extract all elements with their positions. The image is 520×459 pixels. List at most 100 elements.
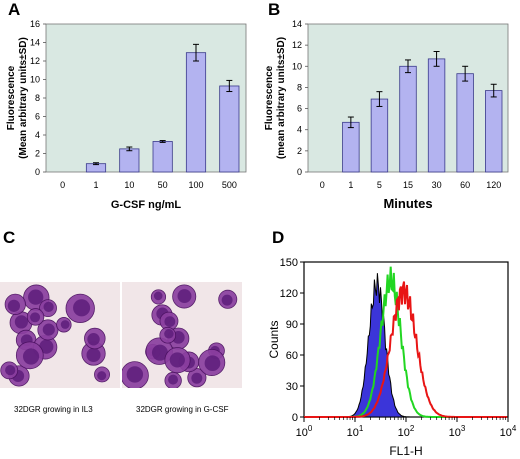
chart-b-ylabel: Fluorescence(mean arbitrary units±SD) bbox=[264, 37, 287, 159]
chart-a-ytick-label-8: 16 bbox=[30, 19, 40, 29]
chart-d-xtick-label-4: 104 bbox=[500, 424, 517, 439]
micrograph-gcsf-cell-15 bbox=[164, 347, 191, 374]
chart-a-ytick-label-6: 12 bbox=[30, 56, 40, 66]
chart-b-ytick-label-5: 10 bbox=[292, 61, 302, 71]
chart-a-bar-5 bbox=[219, 85, 240, 173]
chart-d-histogram-2 bbox=[304, 281, 507, 418]
chart-a-bar-2 bbox=[119, 148, 140, 173]
micrograph-gcsf-cell-7 bbox=[164, 371, 182, 388]
chart-d-ytick-label-3: 90 bbox=[286, 319, 298, 331]
chart-a-xtick-label-1: 1 bbox=[93, 180, 98, 190]
micrograph-caption-il3: 32DGR growing in IL3 bbox=[14, 405, 93, 414]
micrograph-il3-cell-12 bbox=[26, 308, 45, 326]
micrograph-gcsf-cell-0 bbox=[172, 284, 197, 309]
chart-b-xtick-label-2: 5 bbox=[377, 180, 382, 190]
micrograph-gcsf-cell-14 bbox=[159, 326, 177, 344]
chart-b-errorbar-3 bbox=[405, 59, 411, 74]
panel-letter-d: D bbox=[272, 228, 285, 247]
panel-letter-a: A bbox=[8, 0, 21, 19]
micrograph-caption-gcsf: 32DGR growing in G-CSF bbox=[136, 405, 229, 414]
chart-b-ytick-label-7: 14 bbox=[292, 19, 302, 29]
chart-a-bar-3 bbox=[152, 141, 173, 173]
chart-b-ytick-label-1: 2 bbox=[297, 146, 302, 156]
chart-a-ytick-label-0: 0 bbox=[35, 167, 40, 177]
micrograph-il3-cell-9 bbox=[39, 299, 57, 318]
micrograph-gcsf-cell-9 bbox=[218, 289, 238, 309]
chart-a-errorbar-2 bbox=[126, 146, 133, 152]
micrograph-il3-cell-10 bbox=[15, 341, 44, 370]
chart-b-xtick-label-3: 15 bbox=[403, 180, 413, 190]
micrograph-il3-cell-6 bbox=[4, 293, 26, 315]
chart-a-bar-4 bbox=[185, 52, 207, 173]
chart-a-plot-area bbox=[45, 23, 247, 173]
micrograph-il3-cell-0 bbox=[94, 366, 110, 383]
chart-a-ytick-label-7: 14 bbox=[30, 38, 40, 48]
chart-d-ytick-label-5: 150 bbox=[280, 257, 298, 269]
chart-b-bar-3 bbox=[399, 65, 417, 173]
chart-b-errorbar-5 bbox=[462, 65, 469, 82]
chart-a-ylabel-line-1: Fluorescence bbox=[6, 65, 17, 130]
chart-b-bar-5 bbox=[456, 73, 474, 173]
chart-b-xtick-label-1: 1 bbox=[348, 180, 353, 190]
micrograph-il3 bbox=[0, 282, 120, 388]
chart-a-ytick-label-3: 6 bbox=[35, 112, 40, 122]
chart-a-ytick-label-5: 10 bbox=[30, 75, 40, 85]
chart-d-ytick-label-1: 30 bbox=[286, 381, 298, 393]
micrograph-gcsf-cell-4 bbox=[122, 361, 149, 388]
panel-letter-c: C bbox=[3, 228, 16, 247]
chart-b-errorbar-6 bbox=[490, 83, 497, 98]
chart-a-xtick-label-2: 10 bbox=[124, 180, 134, 190]
chart-a-xtick-label-5: 500 bbox=[222, 180, 237, 190]
chart-b-ylabel-line-2: (mean arbitrary units±SD) bbox=[276, 37, 287, 159]
chart-d-xtick-label-2: 102 bbox=[398, 424, 415, 439]
chart-b-bar-2 bbox=[370, 98, 389, 173]
chart-a-xlabel: G-CSF ng/mL bbox=[111, 199, 182, 211]
chart-b-errorbar-1 bbox=[347, 116, 354, 129]
panel-letter-b: B bbox=[268, 0, 281, 19]
chart-a-errorbar-5 bbox=[226, 79, 233, 93]
chart-b-errorbar-4 bbox=[433, 50, 440, 67]
chart-b-bar-6 bbox=[485, 90, 503, 173]
chart-d-xtick-label-0: 100 bbox=[296, 424, 313, 439]
chart-a-xtick-label-4: 100 bbox=[188, 180, 203, 190]
micrograph-gcsf-cell-12 bbox=[198, 348, 226, 376]
chart-a-ytick-label-2: 4 bbox=[35, 130, 40, 140]
chart-b-xtick-label-0: 0 bbox=[320, 180, 325, 190]
chart-a-ytick-label-4: 8 bbox=[35, 93, 40, 103]
chart-d-xtick-label-1: 101 bbox=[347, 424, 364, 439]
micrograph-il3-cell-15 bbox=[84, 327, 106, 350]
chart-d-ytick-label-4: 120 bbox=[280, 288, 298, 300]
chart-a-xtick-label-3: 50 bbox=[158, 180, 168, 190]
micrograph-gcsf bbox=[122, 282, 242, 388]
chart-b-xlabel: Minutes bbox=[383, 196, 432, 211]
micrograph-il3-cell-13 bbox=[65, 293, 95, 324]
chart-b-ytick-label-0: 0 bbox=[297, 167, 302, 177]
chart-a-ylabel-line-2: (Mean arbitrary units±SD) bbox=[18, 37, 29, 159]
micrograph-il3-cell-4 bbox=[0, 361, 19, 380]
chart-a-xtick-label-0: 0 bbox=[60, 180, 65, 190]
chart-d: 0 30 60 90 120 150 100 101 102 103 104 FL1-H Counts bbox=[267, 257, 517, 458]
chart-b-ytick-label-3: 6 bbox=[297, 104, 302, 114]
chart-b-ytick-label-2: 4 bbox=[297, 125, 302, 135]
micrograph-il3-cell-8 bbox=[37, 319, 59, 341]
chart-b-ylabel-line-1: Fluorescence bbox=[264, 65, 275, 130]
chart-b-xtick-label-4: 30 bbox=[432, 180, 442, 190]
chart-a: 0 2 4 6 8 10 12 14 16 0 1 10 50 100 500 G-CSF ng/mL Fluo… bbox=[6, 19, 247, 211]
chart-a-ytick-label-1: 2 bbox=[35, 149, 40, 159]
chart-b-xtick-label-5: 60 bbox=[460, 180, 470, 190]
chart-b-ytick-label-6: 12 bbox=[292, 40, 302, 50]
micrograph-gcsf-cell-5 bbox=[150, 289, 167, 305]
chart-a-ylabel: Fluorescence(Mean arbitrary units±SD) bbox=[6, 37, 29, 159]
chart-d-ylabel: Counts bbox=[267, 320, 281, 358]
chart-b-xtick-label-6: 120 bbox=[486, 180, 501, 190]
chart-d-xtick-label-3: 103 bbox=[449, 424, 466, 439]
chart-b-errorbar-2 bbox=[376, 91, 383, 107]
chart-a-errorbar-3 bbox=[159, 140, 166, 143]
micrograph-il3-cell-14 bbox=[56, 317, 72, 333]
chart-b-bar-1 bbox=[342, 121, 360, 173]
chart-d-xlabel: FL1-H bbox=[389, 444, 422, 458]
chart-a-errorbar-4 bbox=[193, 43, 199, 62]
chart-b-bar-4 bbox=[427, 58, 446, 173]
chart-a-errorbar-1 bbox=[93, 162, 99, 166]
